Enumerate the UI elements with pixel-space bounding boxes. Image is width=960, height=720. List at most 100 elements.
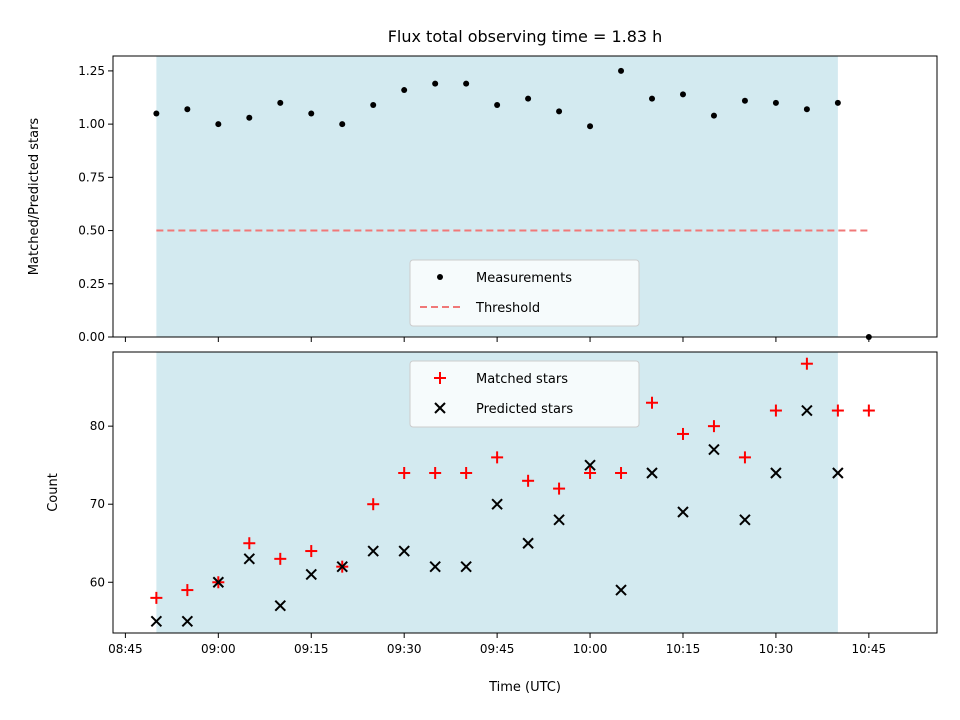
measurement-point bbox=[587, 123, 594, 130]
measurement-point bbox=[308, 110, 315, 117]
predicted-stars-point bbox=[553, 514, 565, 526]
x-tick-label: 10:45 bbox=[852, 642, 887, 656]
x-tick-label: 09:00 bbox=[201, 642, 236, 656]
y-tick-label: 1.25 bbox=[78, 64, 105, 78]
x-tick-label: 09:15 bbox=[294, 642, 329, 656]
measurement-point bbox=[277, 99, 284, 106]
predicted-stars-point bbox=[150, 615, 163, 627]
matched-stars-point bbox=[862, 404, 875, 417]
measurement-point bbox=[710, 112, 717, 119]
matched-stars-point bbox=[274, 552, 287, 565]
matched-stars-point bbox=[429, 466, 442, 479]
measurement-point bbox=[184, 106, 191, 113]
legend-label: Matched stars bbox=[476, 372, 568, 387]
legend-marker-plus bbox=[434, 372, 446, 384]
predicted-stars-point bbox=[243, 553, 256, 565]
matched-stars-point bbox=[584, 466, 597, 479]
measurement-point bbox=[834, 99, 841, 106]
matched-stars-point bbox=[243, 537, 256, 550]
axes-frame bbox=[112, 351, 938, 634]
matched-stars-point bbox=[522, 474, 535, 487]
y-tick-label: 0.75 bbox=[78, 170, 105, 184]
measurement-point bbox=[525, 95, 532, 102]
predicted-stars-point bbox=[491, 498, 503, 510]
measurement-point bbox=[432, 80, 439, 87]
chart-title: Flux total observing time = 1.83 h bbox=[388, 27, 663, 46]
matched-stars-point bbox=[769, 404, 782, 417]
matched-stars-point bbox=[707, 420, 720, 433]
matched-stars-point bbox=[491, 451, 504, 464]
matched-stars-point bbox=[676, 427, 689, 440]
y-tick-label: 1.00 bbox=[78, 117, 105, 131]
x-tick-label: 08:45 bbox=[108, 642, 143, 656]
y-axis-label: Count bbox=[46, 473, 61, 512]
measurement-point bbox=[370, 101, 377, 108]
legend: Measurements Threshold bbox=[409, 259, 640, 327]
predicted-stars-point bbox=[739, 514, 751, 526]
measurement-point bbox=[494, 101, 501, 108]
legend: Matched stars Predicted stars bbox=[409, 360, 640, 428]
matched-stars-point bbox=[150, 591, 163, 604]
matched-stars-point bbox=[615, 466, 628, 479]
predicted-stars-point bbox=[212, 576, 225, 588]
measurement-point bbox=[741, 97, 748, 104]
measurement-point bbox=[215, 121, 222, 128]
predicted-stars-point bbox=[367, 545, 379, 557]
measurement-point bbox=[339, 121, 346, 128]
matched-stars-point bbox=[305, 545, 318, 558]
matched-stars-point bbox=[553, 482, 566, 495]
y-tick-label: 0.50 bbox=[78, 224, 105, 238]
x-tick-label: 10:00 bbox=[573, 642, 608, 656]
predicted-stars-point bbox=[770, 467, 782, 479]
measurement-point bbox=[803, 106, 810, 113]
legend-label: Predicted stars bbox=[476, 402, 573, 417]
y-axis-label: Matched/Predicted stars bbox=[27, 118, 42, 276]
predicted-stars-point bbox=[398, 545, 410, 557]
matched-stars-point bbox=[646, 396, 659, 409]
y-tick-label: 80 bbox=[90, 419, 105, 433]
measurement-point bbox=[153, 110, 160, 117]
panel-2: 60 70 80 08:45 09:00 09:15 09:30 09:45 10:00 10:1… bbox=[46, 351, 938, 695]
predicted-stars-point bbox=[646, 467, 658, 479]
x-tick-label: 10:30 bbox=[759, 642, 794, 656]
measurement-point bbox=[246, 114, 253, 121]
y-tick-label: 60 bbox=[90, 575, 105, 589]
measurement-point bbox=[772, 99, 779, 106]
predicted-stars-point bbox=[615, 584, 627, 596]
predicted-stars-point bbox=[181, 615, 194, 627]
matched-stars-point bbox=[831, 404, 844, 417]
predicted-stars-point bbox=[677, 506, 689, 518]
measurement-point bbox=[679, 91, 686, 98]
matched-stars-point bbox=[800, 357, 813, 370]
x-tick-label: 10:15 bbox=[666, 642, 701, 656]
x-tick-label: 09:30 bbox=[387, 642, 422, 656]
predicted-stars-point bbox=[832, 467, 844, 479]
measurement-point bbox=[401, 87, 408, 94]
predicted-stars-point bbox=[522, 537, 534, 549]
panel-1: 0.00 0.25 0.50 0.75 1.00 1.25 Matched/Predicte… bbox=[27, 27, 938, 344]
predicted-stars-point bbox=[801, 404, 813, 417]
legend-marker-x bbox=[434, 402, 446, 414]
axes-frame bbox=[112, 55, 938, 338]
measurement-point bbox=[463, 80, 470, 87]
y-tick-label: 70 bbox=[90, 497, 105, 511]
measurement-point bbox=[618, 67, 625, 74]
legend-box bbox=[409, 259, 640, 327]
predicted-stars-point bbox=[336, 560, 348, 573]
matched-stars-point bbox=[738, 451, 751, 464]
measurement-point bbox=[649, 95, 656, 102]
legend-label: Measurements bbox=[476, 271, 572, 286]
x-axis-label: Time (UTC) bbox=[488, 680, 561, 695]
predicted-stars-point bbox=[584, 459, 596, 471]
matched-stars-point bbox=[181, 584, 194, 597]
legend-box bbox=[409, 360, 640, 428]
predicted-stars-point bbox=[274, 599, 286, 612]
predicted-stars-point bbox=[429, 560, 441, 573]
legend-marker-dot bbox=[437, 274, 443, 280]
matched-stars-point bbox=[398, 466, 411, 479]
predicted-stars-point bbox=[305, 568, 317, 581]
x-tick-label: 09:45 bbox=[480, 642, 515, 656]
predicted-stars-point bbox=[460, 560, 472, 573]
matched-stars-point bbox=[460, 466, 473, 479]
